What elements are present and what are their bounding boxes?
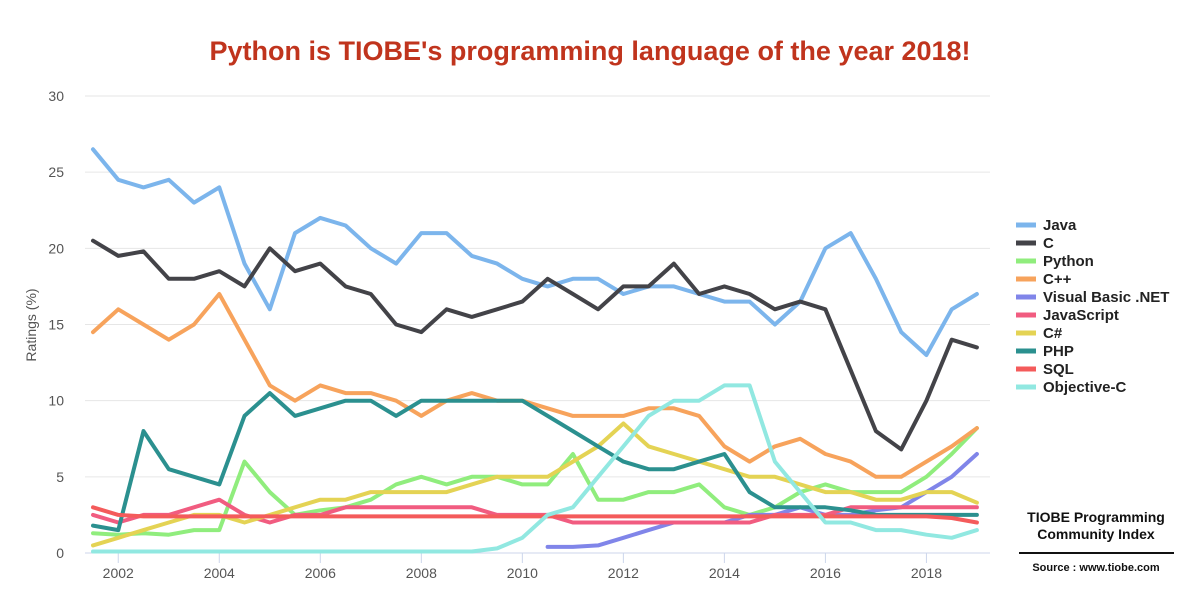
legend-item: C	[1043, 235, 1054, 252]
x-tick-label: 2002	[103, 565, 134, 581]
legend-item: Visual Basic .NET	[1043, 289, 1169, 306]
series-line-objective-c	[91, 383, 979, 554]
info-box: TIOBE Programming Community Index Source…	[1019, 509, 1174, 574]
series-line-php	[91, 391, 979, 533]
y-tick-label: 5	[56, 469, 64, 485]
x-tick-label: 2004	[204, 565, 235, 581]
x-tick-label: 2018	[911, 565, 942, 581]
legend-item: Python	[1043, 253, 1094, 270]
y-tick-label: 30	[48, 88, 64, 104]
series-line-c	[91, 238, 979, 452]
legend-item: C#	[1043, 325, 1063, 342]
legend-item: C++	[1043, 271, 1072, 288]
y-tick-label: 15	[48, 317, 64, 333]
x-tick-label: 2014	[709, 565, 740, 581]
info-box-line2: Community Index	[1037, 526, 1155, 542]
info-box-source: Source : www.tiobe.com	[1032, 562, 1160, 574]
info-box-line1: TIOBE Programming	[1027, 509, 1165, 525]
x-tick-label: 2006	[305, 565, 336, 581]
legend-item: Objective-C	[1043, 379, 1127, 396]
legend-item: PHP	[1043, 343, 1074, 360]
x-tick-label: 2010	[507, 565, 538, 581]
y-axis-label: Ratings (%)	[23, 288, 39, 361]
y-tick-label: 10	[48, 393, 64, 409]
x-tick-label: 2012	[608, 565, 639, 581]
series-line-sql	[91, 505, 979, 525]
y-tick-label: 25	[48, 164, 64, 180]
series-line-python	[91, 426, 979, 537]
series-line-c-	[91, 421, 979, 548]
legend-item: SQL	[1043, 361, 1074, 378]
x-tick-label: 2016	[810, 565, 841, 581]
y-tick-label: 0	[56, 545, 64, 561]
y-tick-label: 20	[48, 240, 64, 256]
series-line-java	[91, 147, 979, 357]
chart-title: Python is TIOBE's programming language o…	[209, 36, 970, 66]
legend-item: JavaScript	[1043, 307, 1119, 324]
x-tick-label: 2008	[406, 565, 437, 581]
series-line-c-	[91, 292, 979, 479]
legend-item: Java	[1043, 217, 1077, 234]
